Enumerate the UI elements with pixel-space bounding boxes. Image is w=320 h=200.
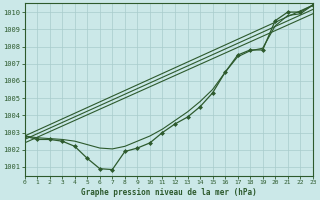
X-axis label: Graphe pression niveau de la mer (hPa): Graphe pression niveau de la mer (hPa)	[81, 188, 257, 197]
